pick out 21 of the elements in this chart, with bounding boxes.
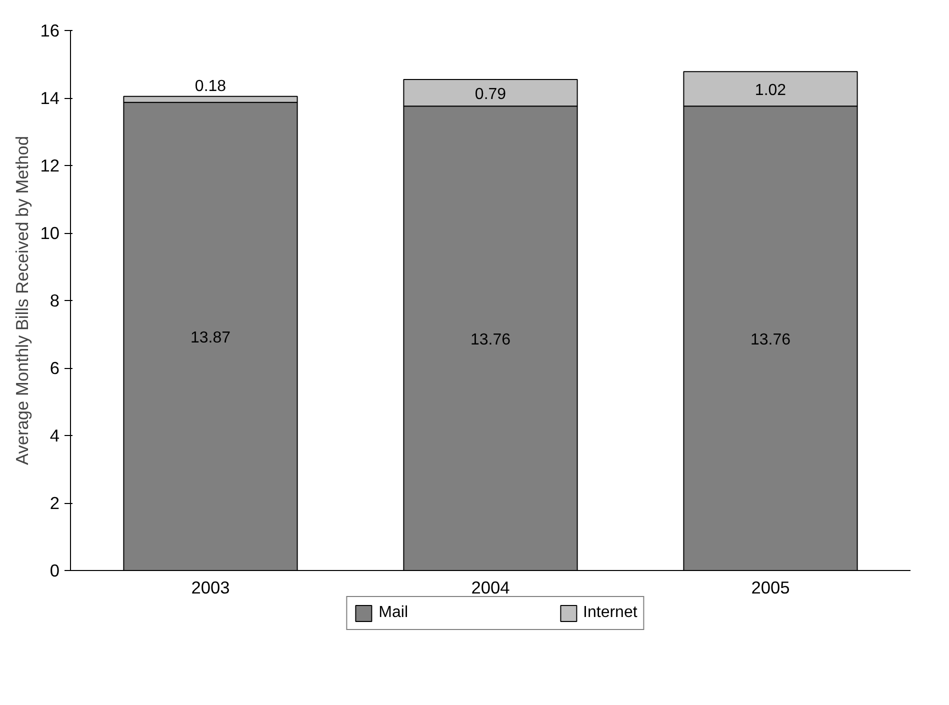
data-label: 1.02 — [754, 82, 786, 99]
data-label: 13.76 — [470, 331, 511, 348]
data-label: 0.18 — [194, 78, 226, 95]
y-tick-label: 4 — [50, 426, 60, 446]
data-label: 0.79 — [474, 86, 506, 103]
data-label: 13.87 — [190, 329, 231, 346]
y-tick-label: 6 — [50, 358, 60, 378]
y-tick-label: 12 — [40, 156, 60, 176]
y-tick-label: 2 — [50, 493, 60, 513]
x-tick-label: 2005 — [751, 578, 790, 598]
y-tick-label: 16 — [40, 20, 60, 40]
y-tick-label: 10 — [40, 223, 60, 243]
y-tick-label: 0 — [50, 560, 60, 580]
y-tick-label: 14 — [40, 88, 60, 108]
data-label: 13.76 — [750, 331, 791, 348]
y-tick-label: 8 — [50, 290, 60, 310]
y-axis-title: Average Monthly Bills Received by Method — [12, 136, 32, 466]
x-tick-label: 2004 — [471, 578, 510, 598]
x-tick-label: 2003 — [191, 578, 230, 598]
legend-label: Internet — [583, 604, 638, 622]
legend-label: Mail — [378, 604, 408, 622]
